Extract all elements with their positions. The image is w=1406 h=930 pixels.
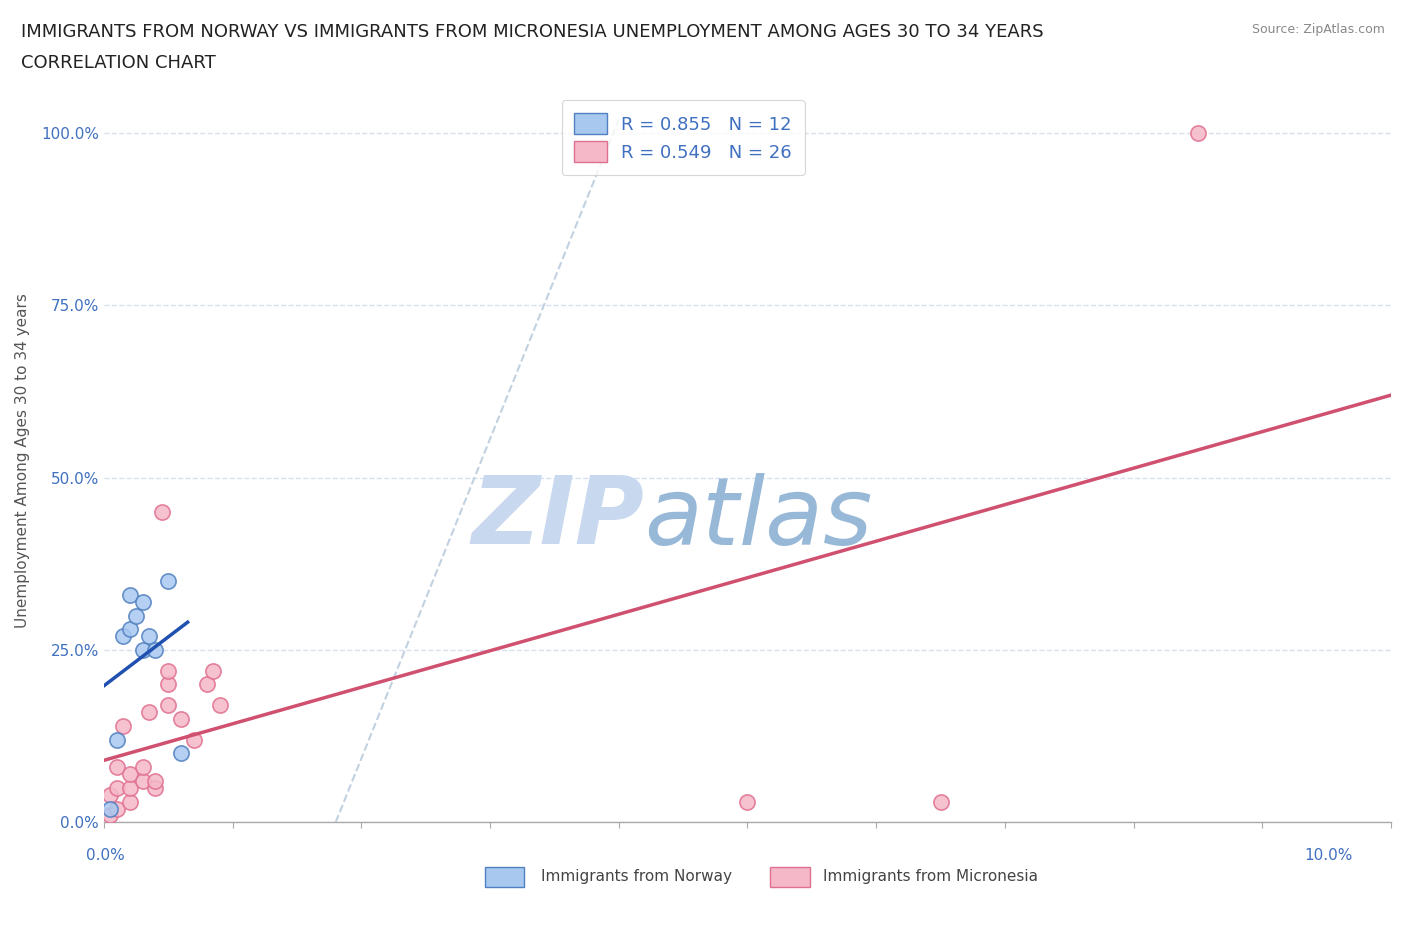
Text: atlas: atlas (644, 472, 873, 564)
Y-axis label: Unemployment Among Ages 30 to 34 years: Unemployment Among Ages 30 to 34 years (15, 293, 30, 628)
Text: Immigrants from Norway: Immigrants from Norway (541, 869, 733, 883)
Text: Immigrants from Micronesia: Immigrants from Micronesia (823, 869, 1038, 883)
Point (118, 766, 141, 781)
Point (125, 608, 148, 623)
Text: 0.0%: 0.0% (86, 848, 125, 863)
Point (118, 780, 141, 795)
Point (1187, 126, 1209, 140)
Point (131, 760, 153, 775)
Point (131, 594, 153, 609)
Point (118, 794, 141, 809)
Point (105, 760, 128, 775)
Point (183, 732, 205, 747)
Point (118, 588, 141, 603)
Point (202, 663, 225, 678)
Point (150, 505, 173, 520)
Point (145, 780, 167, 795)
Point (195, 677, 218, 692)
Point (145, 774, 167, 789)
Point (131, 643, 153, 658)
Point (170, 746, 193, 761)
Text: ZIP: ZIP (471, 472, 644, 565)
Point (118, 622, 141, 637)
Point (100, 788, 122, 803)
Point (138, 629, 160, 644)
Legend: R = 0.855   N = 12, R = 0.549   N = 26: R = 0.855 N = 12, R = 0.549 N = 26 (562, 100, 804, 175)
Point (138, 705, 160, 720)
Point (208, 698, 231, 712)
Point (929, 794, 952, 809)
Point (170, 711, 193, 726)
Point (131, 774, 153, 789)
Point (112, 629, 135, 644)
Text: IMMIGRANTS FROM NORWAY VS IMMIGRANTS FROM MICRONESIA UNEMPLOYMENT AMONG AGES 30 : IMMIGRANTS FROM NORWAY VS IMMIGRANTS FRO… (21, 23, 1043, 41)
Point (105, 780, 128, 795)
Point (105, 801, 128, 816)
Point (157, 663, 180, 678)
Text: 10.0%: 10.0% (1305, 848, 1353, 863)
Point (112, 718, 135, 733)
Point (157, 698, 180, 712)
Point (157, 574, 180, 589)
Point (105, 732, 128, 747)
Point (737, 794, 759, 809)
Point (145, 643, 167, 658)
Text: Source: ZipAtlas.com: Source: ZipAtlas.com (1251, 23, 1385, 36)
Point (100, 808, 122, 823)
Point (100, 801, 122, 816)
Point (157, 677, 180, 692)
Text: CORRELATION CHART: CORRELATION CHART (21, 54, 217, 72)
